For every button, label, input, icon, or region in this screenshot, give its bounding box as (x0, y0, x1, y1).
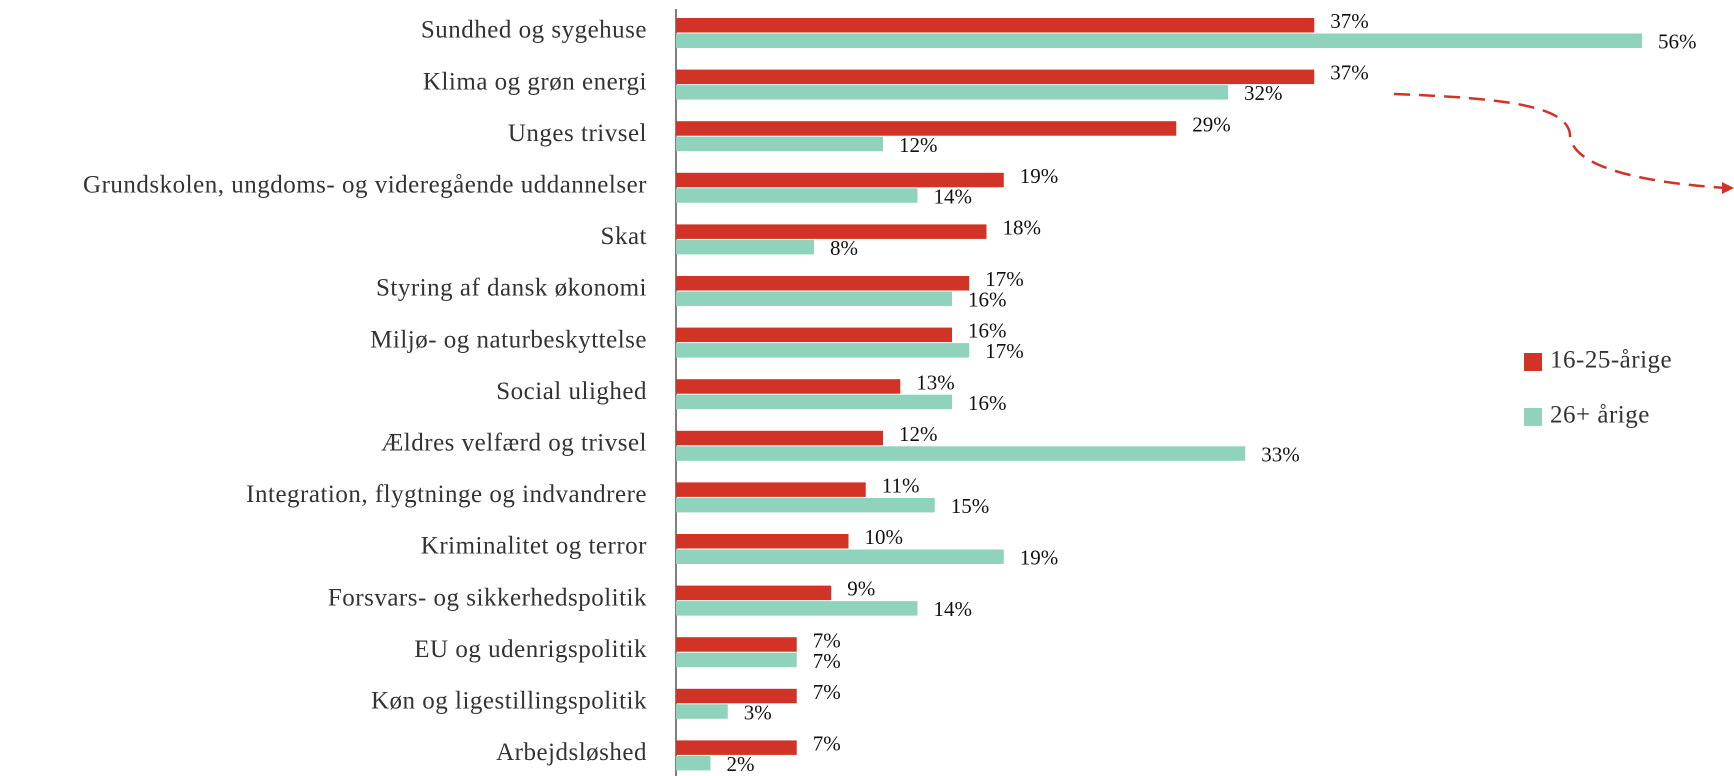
bar (676, 585, 832, 601)
value-label: 56% (1658, 30, 1697, 54)
value-label: 29% (1192, 112, 1231, 136)
value-label: 19% (1020, 546, 1059, 570)
value-label: 8% (830, 236, 858, 260)
value-label: 16% (968, 391, 1007, 415)
value-label: 18% (1003, 215, 1042, 239)
value-label: 15% (951, 494, 990, 518)
bar (676, 33, 1642, 48)
bar (676, 136, 883, 152)
category-label: Køn og ligestillingspolitik (371, 688, 647, 715)
value-label: 3% (744, 700, 772, 724)
legend-label: 16-25-årige (1550, 347, 1672, 374)
value-label: 9% (847, 577, 875, 601)
bar (676, 224, 987, 239)
bar (676, 291, 952, 306)
value-label: 11% (882, 473, 920, 497)
category-label: EU og udenrigspolitik (414, 636, 647, 663)
value-label: 37% (1330, 9, 1369, 33)
category-label: Styring af dansk økonomi (376, 275, 647, 302)
value-label: 14% (934, 184, 973, 208)
value-label: 10% (865, 525, 904, 549)
category-label: Integration, flygtninge og indvandrere (246, 481, 647, 508)
value-label: 7% (813, 731, 841, 755)
category-label: Ældres velfærd og trivsel (381, 430, 647, 457)
category-label: Grundskolen, ungdoms- og videregående ud… (83, 172, 647, 199)
category-label: Kriminalitet og terror (421, 533, 647, 560)
value-label: 14% (934, 597, 973, 621)
bar (676, 430, 883, 446)
value-label: 37% (1330, 61, 1369, 85)
legend-swatch (1524, 408, 1542, 426)
value-label: 32% (1244, 81, 1283, 105)
value-label: 7% (813, 628, 841, 652)
value-label: 19% (1020, 164, 1059, 188)
bar (676, 172, 1004, 188)
value-label: 7% (813, 680, 841, 704)
bar (676, 276, 970, 291)
category-label: Social ulighed (496, 378, 647, 405)
bar (676, 688, 797, 704)
category-label: Skat (601, 223, 647, 250)
bar (676, 188, 918, 203)
bar (676, 446, 1246, 461)
bar (676, 755, 711, 771)
value-label: 17% (985, 267, 1024, 291)
bar (676, 534, 849, 549)
bar (676, 18, 1315, 33)
bar (676, 652, 797, 668)
category-label: Arbejdsløshed (496, 739, 647, 766)
bar (676, 740, 797, 755)
value-label: 13% (916, 370, 955, 394)
bar (676, 343, 970, 358)
bar (676, 482, 866, 497)
value-label: 7% (813, 649, 841, 673)
value-label: 16% (968, 319, 1007, 343)
bar (676, 704, 728, 719)
legend-swatch (1524, 353, 1542, 371)
bar (676, 637, 797, 652)
bar (676, 239, 814, 255)
bar (676, 601, 918, 616)
annotation-arrow (1393, 92, 1727, 190)
category-label: Klima og grøn energi (423, 68, 647, 95)
value-label: 12% (899, 422, 938, 446)
value-label: 2% (727, 752, 755, 776)
bar (676, 327, 952, 343)
category-label: Sundhed og sygehuse (421, 17, 647, 44)
value-label: 12% (899, 133, 938, 157)
bar (676, 379, 901, 394)
value-label: 17% (985, 339, 1024, 363)
bar (676, 394, 952, 410)
value-label: 16% (968, 288, 1007, 312)
bar (676, 69, 1315, 85)
arrow-head (1722, 182, 1734, 194)
category-label: Miljø- og naturbeskyttelse (370, 326, 647, 353)
category-label: Forsvars- og sikkerhedspolitik (328, 584, 647, 611)
bar (676, 497, 935, 513)
bar (676, 85, 1228, 100)
bar (676, 549, 1004, 564)
category-label: Unges trivsel (508, 120, 647, 147)
legend-label: 26+ årige (1550, 402, 1650, 429)
bar (676, 121, 1177, 136)
value-label: 33% (1261, 442, 1300, 466)
